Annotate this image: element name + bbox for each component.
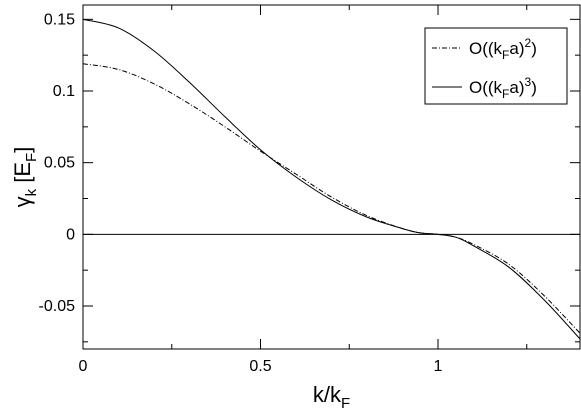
legend-label-series-2: O((kFa)3)	[469, 75, 537, 101]
y-axis-label: γk [EF]	[10, 147, 40, 208]
series-1-point	[473, 244, 474, 245]
y-tick-label: 0.1	[53, 83, 75, 100]
x-tick-label: 0.5	[249, 358, 271, 375]
series-line-1	[82, 63, 581, 334]
series-line-2	[82, 18, 581, 340]
y-tick-label: 0	[66, 226, 75, 243]
y-tick-label: 0.05	[44, 155, 75, 172]
x-tick-label: 1	[434, 358, 443, 375]
x-axis-label: k/kF	[313, 382, 350, 412]
legend-label-series-1: O((kFa)2)	[469, 36, 537, 62]
x-tick-label: 0	[79, 358, 88, 375]
series-1-point	[118, 69, 119, 70]
y-tick-label: 0.15	[44, 11, 75, 28]
legend-box	[424, 27, 568, 105]
y-tick-label: -0.05	[39, 298, 76, 315]
legend: O((kFa)2) O((kFa)3)	[424, 27, 568, 105]
plot-frame	[82, 4, 581, 350]
